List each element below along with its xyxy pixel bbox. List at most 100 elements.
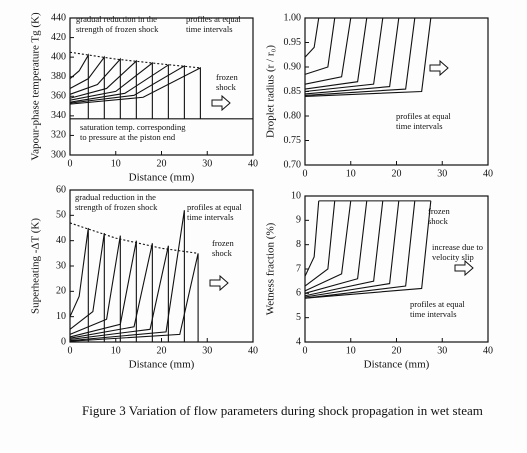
profile-line (69, 53, 89, 119)
y-tick-label: 0.95 (284, 37, 302, 48)
x-axis-label: Distance (mm) (129, 359, 195, 371)
y-tick-label: 50 (56, 210, 66, 221)
x-tick-label: 10 (111, 345, 121, 356)
arrows (209, 59, 474, 292)
y-tick-label: 9 (296, 215, 301, 226)
y-tick-label: 0.90 (284, 61, 302, 72)
profile-line (304, 17, 320, 58)
y-tick-label: 40 (56, 235, 66, 246)
profile-line (69, 227, 89, 342)
profile-line (69, 235, 121, 342)
profile-line (69, 253, 199, 342)
profile-line (69, 64, 185, 119)
profile-line (69, 63, 169, 119)
y-tick-label: 0.80 (284, 110, 302, 121)
x-tick-label: 0 (68, 158, 73, 169)
y-tick-label: 320 (51, 130, 66, 141)
x-tick-label: 30 (202, 158, 212, 169)
profile-line (69, 67, 201, 119)
annotation: frozen (428, 206, 450, 216)
profile-line (304, 17, 400, 95)
profile-line (69, 57, 121, 119)
profile-line (304, 200, 400, 298)
y-tick-label: 440 (51, 12, 66, 23)
y-tick-label: 4 (296, 336, 301, 347)
annotation: shock (428, 216, 449, 226)
x-tick-label: 20 (157, 345, 167, 356)
annotation: profiles at equal (186, 14, 241, 24)
y-tick-label: 60 (56, 184, 66, 195)
annotation: time intervals (396, 121, 443, 131)
x-tick-label: 40 (483, 168, 493, 179)
y-tick-label: 380 (51, 71, 66, 82)
y-axis-label: Wetness fraction (%) (265, 222, 277, 315)
annotation: time intervals (186, 24, 233, 34)
x-tick-label: 0 (68, 345, 73, 356)
profile-line (304, 200, 368, 294)
y-tick-label: 6 (296, 288, 301, 299)
x-tick-label: 20 (157, 158, 167, 169)
x-tick-label: 10 (111, 158, 121, 169)
annotation: strength of frozen shock (75, 202, 158, 212)
annotation: velocity slip (432, 252, 474, 262)
y-tick-label: 300 (51, 149, 66, 160)
y-tick-label: 5 (296, 312, 301, 323)
y-tick-label: 340 (51, 110, 66, 121)
x-axis-label: Distance (mm) (129, 172, 195, 184)
x-tick-label: 30 (437, 168, 447, 179)
x-tick-label: 0 (303, 345, 308, 356)
x-tick-label: 20 (392, 168, 402, 179)
profile-line (304, 17, 384, 93)
profile-line (304, 17, 352, 85)
profile-line (69, 222, 199, 254)
y-tick-label: 30 (56, 260, 66, 271)
x-tick-label: 40 (248, 345, 258, 356)
x-tick-label: 0 (303, 168, 308, 179)
y-tick-label: 1.00 (284, 12, 302, 23)
x-axis-label: Distance (mm) (364, 359, 430, 371)
annotation: time intervals (187, 212, 234, 222)
profile-line (304, 17, 416, 96)
annotation: shock (216, 82, 237, 92)
profile-line (69, 243, 153, 342)
profile-line (69, 210, 185, 342)
profile-line (69, 61, 153, 119)
caption: Figure 3 Variation of flow parameters du… (82, 403, 483, 418)
annotation: gradual reduction in the (75, 192, 156, 202)
y-tick-label: 0 (61, 336, 66, 347)
profile-line (304, 200, 336, 287)
y-tick-label: 0.85 (284, 86, 302, 97)
annotation: frozen (212, 238, 234, 248)
y-tick-label: 7 (296, 263, 301, 274)
profile-line (304, 200, 416, 299)
y-tick-label: 10 (56, 311, 66, 322)
profile-line (304, 17, 336, 75)
y-tick-label: 8 (296, 239, 301, 250)
x-tick-label: 10 (346, 345, 356, 356)
x-tick-label: 40 (483, 345, 493, 356)
profile-line (304, 200, 320, 277)
y-axis-label: Superheating -ΔT (K) (30, 218, 42, 314)
x-tick-label: 40 (248, 158, 258, 169)
annotation: to pressure at the piston end (80, 132, 176, 142)
y-tick-label: 10 (291, 190, 301, 201)
profile-line (69, 245, 169, 342)
annotation: profiles at equal (187, 202, 242, 212)
y-tick-label: 0.75 (284, 135, 302, 146)
profile-line (304, 200, 432, 299)
annotation: gradual reduction in the (76, 14, 157, 24)
x-tick-label: 30 (202, 345, 212, 356)
profile-line (304, 17, 368, 90)
y-tick-label: 360 (51, 91, 66, 102)
profile-line (69, 59, 137, 119)
profile-line (69, 240, 137, 342)
x-tick-label: 30 (437, 345, 447, 356)
y-tick-label: 400 (51, 51, 66, 62)
y-axis-label: Vapour-phase temperature Tg (K) (30, 12, 42, 161)
annotation: frozen (216, 72, 238, 82)
profile-line (69, 51, 201, 69)
annotation: shock (212, 248, 233, 258)
y-tick-label: 420 (51, 32, 66, 43)
annotation: profiles at equal (396, 111, 451, 121)
